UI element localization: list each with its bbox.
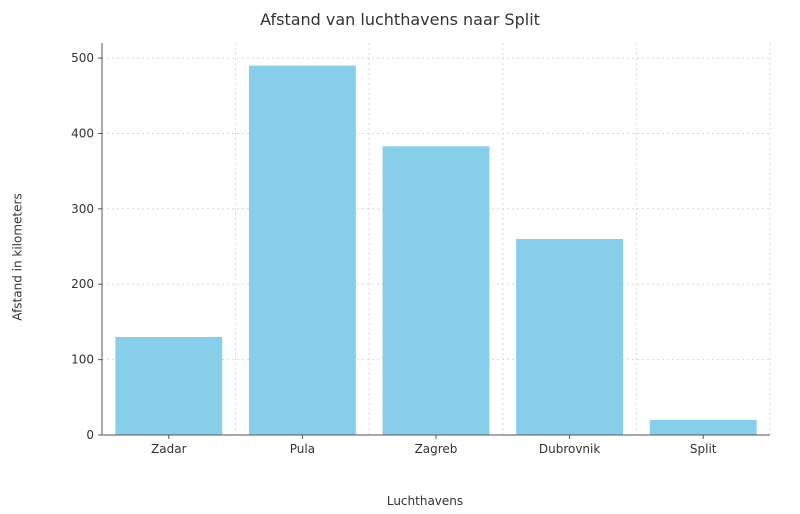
chart-title: Afstand van luchthavens naar Split — [0, 10, 800, 29]
y-tick-label: 100 — [71, 353, 94, 367]
x-tick-label: Split — [690, 442, 717, 456]
x-tick-label: Pula — [290, 442, 315, 456]
plot-area: 0 100 200 300 400 500 Zadar Pula Zagreb Dubrovnik… — [70, 35, 780, 465]
bar — [115, 337, 222, 435]
y-axis-label: Afstand in kilometers — [8, 0, 28, 514]
y-tick-label: 500 — [71, 51, 94, 65]
x-tick-label: Zagreb — [415, 442, 458, 456]
y-tick-label: 300 — [71, 202, 94, 216]
y-tick-label: 200 — [71, 277, 94, 291]
x-axis-label: Luchthavens — [70, 494, 780, 508]
bar-chart: Afstand van luchthavens naar Split Afsta… — [0, 0, 800, 514]
y-tick-label: 400 — [71, 126, 94, 140]
bar — [516, 239, 623, 435]
x-tick-label: Zadar — [151, 442, 187, 456]
bar — [650, 420, 757, 435]
x-tick-label: Dubrovnik — [539, 442, 601, 456]
y-tick-label: 0 — [86, 428, 94, 442]
bar — [383, 146, 490, 435]
chart-svg: 0 100 200 300 400 500 Zadar Pula Zagreb Dubrovnik… — [70, 35, 780, 465]
bar — [249, 66, 356, 435]
